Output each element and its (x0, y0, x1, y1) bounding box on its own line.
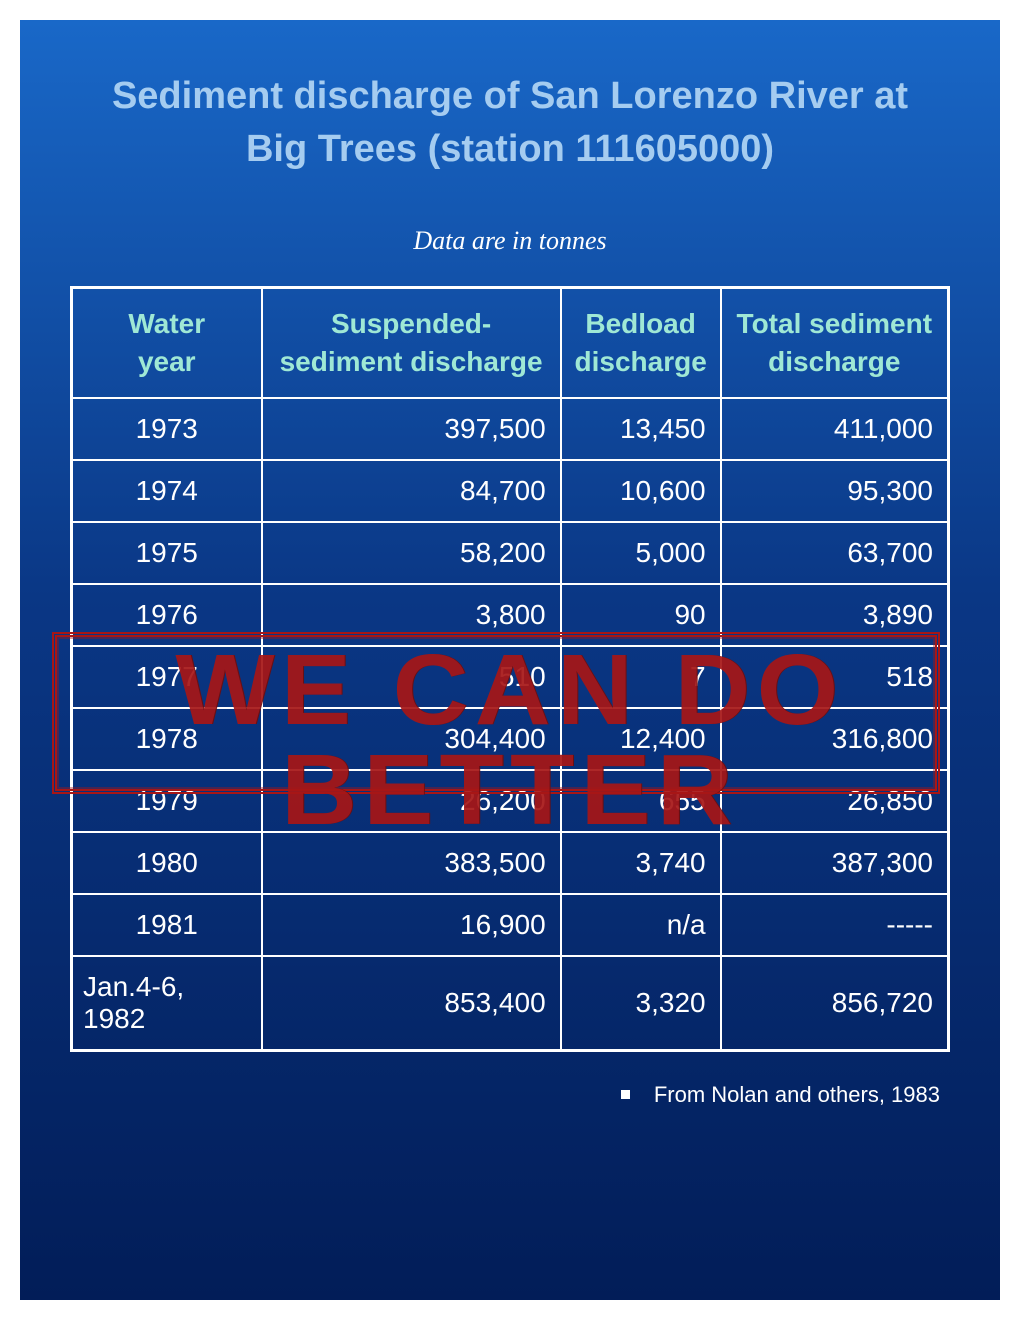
bullet-icon (621, 1090, 630, 1099)
cell-bedload: 13,450 (561, 398, 721, 460)
table-row: 1976 3,800 90 3,890 (72, 584, 949, 646)
cell-year: 1977 (72, 646, 262, 708)
col-header-suspended: Suspended-sediment discharge (262, 288, 561, 398)
cell-suspended: 26,200 (262, 770, 561, 832)
table-header-row: Wateryear Suspended-sediment discharge B… (72, 288, 949, 398)
cell-total: ----- (721, 894, 949, 956)
cell-total: 63,700 (721, 522, 949, 584)
cell-bedload: n/a (561, 894, 721, 956)
cell-total: 95,300 (721, 460, 949, 522)
cell-bedload: 12,400 (561, 708, 721, 770)
footnote: From Nolan and others, 1983 (70, 1082, 950, 1108)
table-row: 1981 16,900 n/a ----- (72, 894, 949, 956)
table-row: 1979 26,200 655 26,850 (72, 770, 949, 832)
cell-bedload: 7 (561, 646, 721, 708)
table-row: Jan.4-6, 1982 853,400 3,320 856,720 (72, 956, 949, 1051)
table-row: 1973 397,500 13,450 411,000 (72, 398, 949, 460)
cell-suspended: 84,700 (262, 460, 561, 522)
table-body: 1973 397,500 13,450 411,000 1974 84,700 … (72, 398, 949, 1051)
table-row: 1978 304,400 12,400 316,800 (72, 708, 949, 770)
cell-total: 856,720 (721, 956, 949, 1051)
footnote-text: From Nolan and others, 1983 (654, 1082, 940, 1107)
cell-bedload: 10,600 (561, 460, 721, 522)
table-row: 1977 510 7 518 (72, 646, 949, 708)
cell-year: 1973 (72, 398, 262, 460)
slide-title: Sediment discharge of San Lorenzo River … (70, 70, 950, 176)
cell-total: 3,890 (721, 584, 949, 646)
cell-suspended: 3,800 (262, 584, 561, 646)
cell-total: 518 (721, 646, 949, 708)
title-line-2: Big Trees (station 111605000) (246, 128, 774, 170)
table-row: 1980 383,500 3,740 387,300 (72, 832, 949, 894)
cell-suspended: 397,500 (262, 398, 561, 460)
cell-suspended: 58,200 (262, 522, 561, 584)
cell-year: 1980 (72, 832, 262, 894)
cell-total: 26,850 (721, 770, 949, 832)
cell-suspended: 853,400 (262, 956, 561, 1051)
sediment-table: Wateryear Suspended-sediment discharge B… (70, 286, 950, 1052)
col-header-bedload: Bedloaddischarge (561, 288, 721, 398)
cell-year: Jan.4-6, 1982 (72, 956, 262, 1051)
cell-suspended: 383,500 (262, 832, 561, 894)
table-row: 1974 84,700 10,600 95,300 (72, 460, 949, 522)
title-line-1: Sediment discharge of San Lorenzo River … (112, 75, 908, 117)
col-header-year: Wateryear (72, 288, 262, 398)
cell-bedload: 90 (561, 584, 721, 646)
col-header-total: Total sedimentdischarge (721, 288, 949, 398)
cell-year: 1976 (72, 584, 262, 646)
cell-year: 1981 (72, 894, 262, 956)
cell-bedload: 3,320 (561, 956, 721, 1051)
table-row: 1975 58,200 5,000 63,700 (72, 522, 949, 584)
cell-suspended: 16,900 (262, 894, 561, 956)
slide-subtitle: Data are in tonnes (70, 226, 950, 256)
cell-total: 387,300 (721, 832, 949, 894)
cell-year: 1974 (72, 460, 262, 522)
cell-bedload: 5,000 (561, 522, 721, 584)
cell-suspended: 510 (262, 646, 561, 708)
cell-year: 1975 (72, 522, 262, 584)
cell-suspended: 304,400 (262, 708, 561, 770)
cell-bedload: 655 (561, 770, 721, 832)
cell-year: 1979 (72, 770, 262, 832)
cell-year: 1978 (72, 708, 262, 770)
cell-bedload: 3,740 (561, 832, 721, 894)
cell-total: 411,000 (721, 398, 949, 460)
slide-container: Sediment discharge of San Lorenzo River … (20, 20, 1000, 1300)
cell-total: 316,800 (721, 708, 949, 770)
